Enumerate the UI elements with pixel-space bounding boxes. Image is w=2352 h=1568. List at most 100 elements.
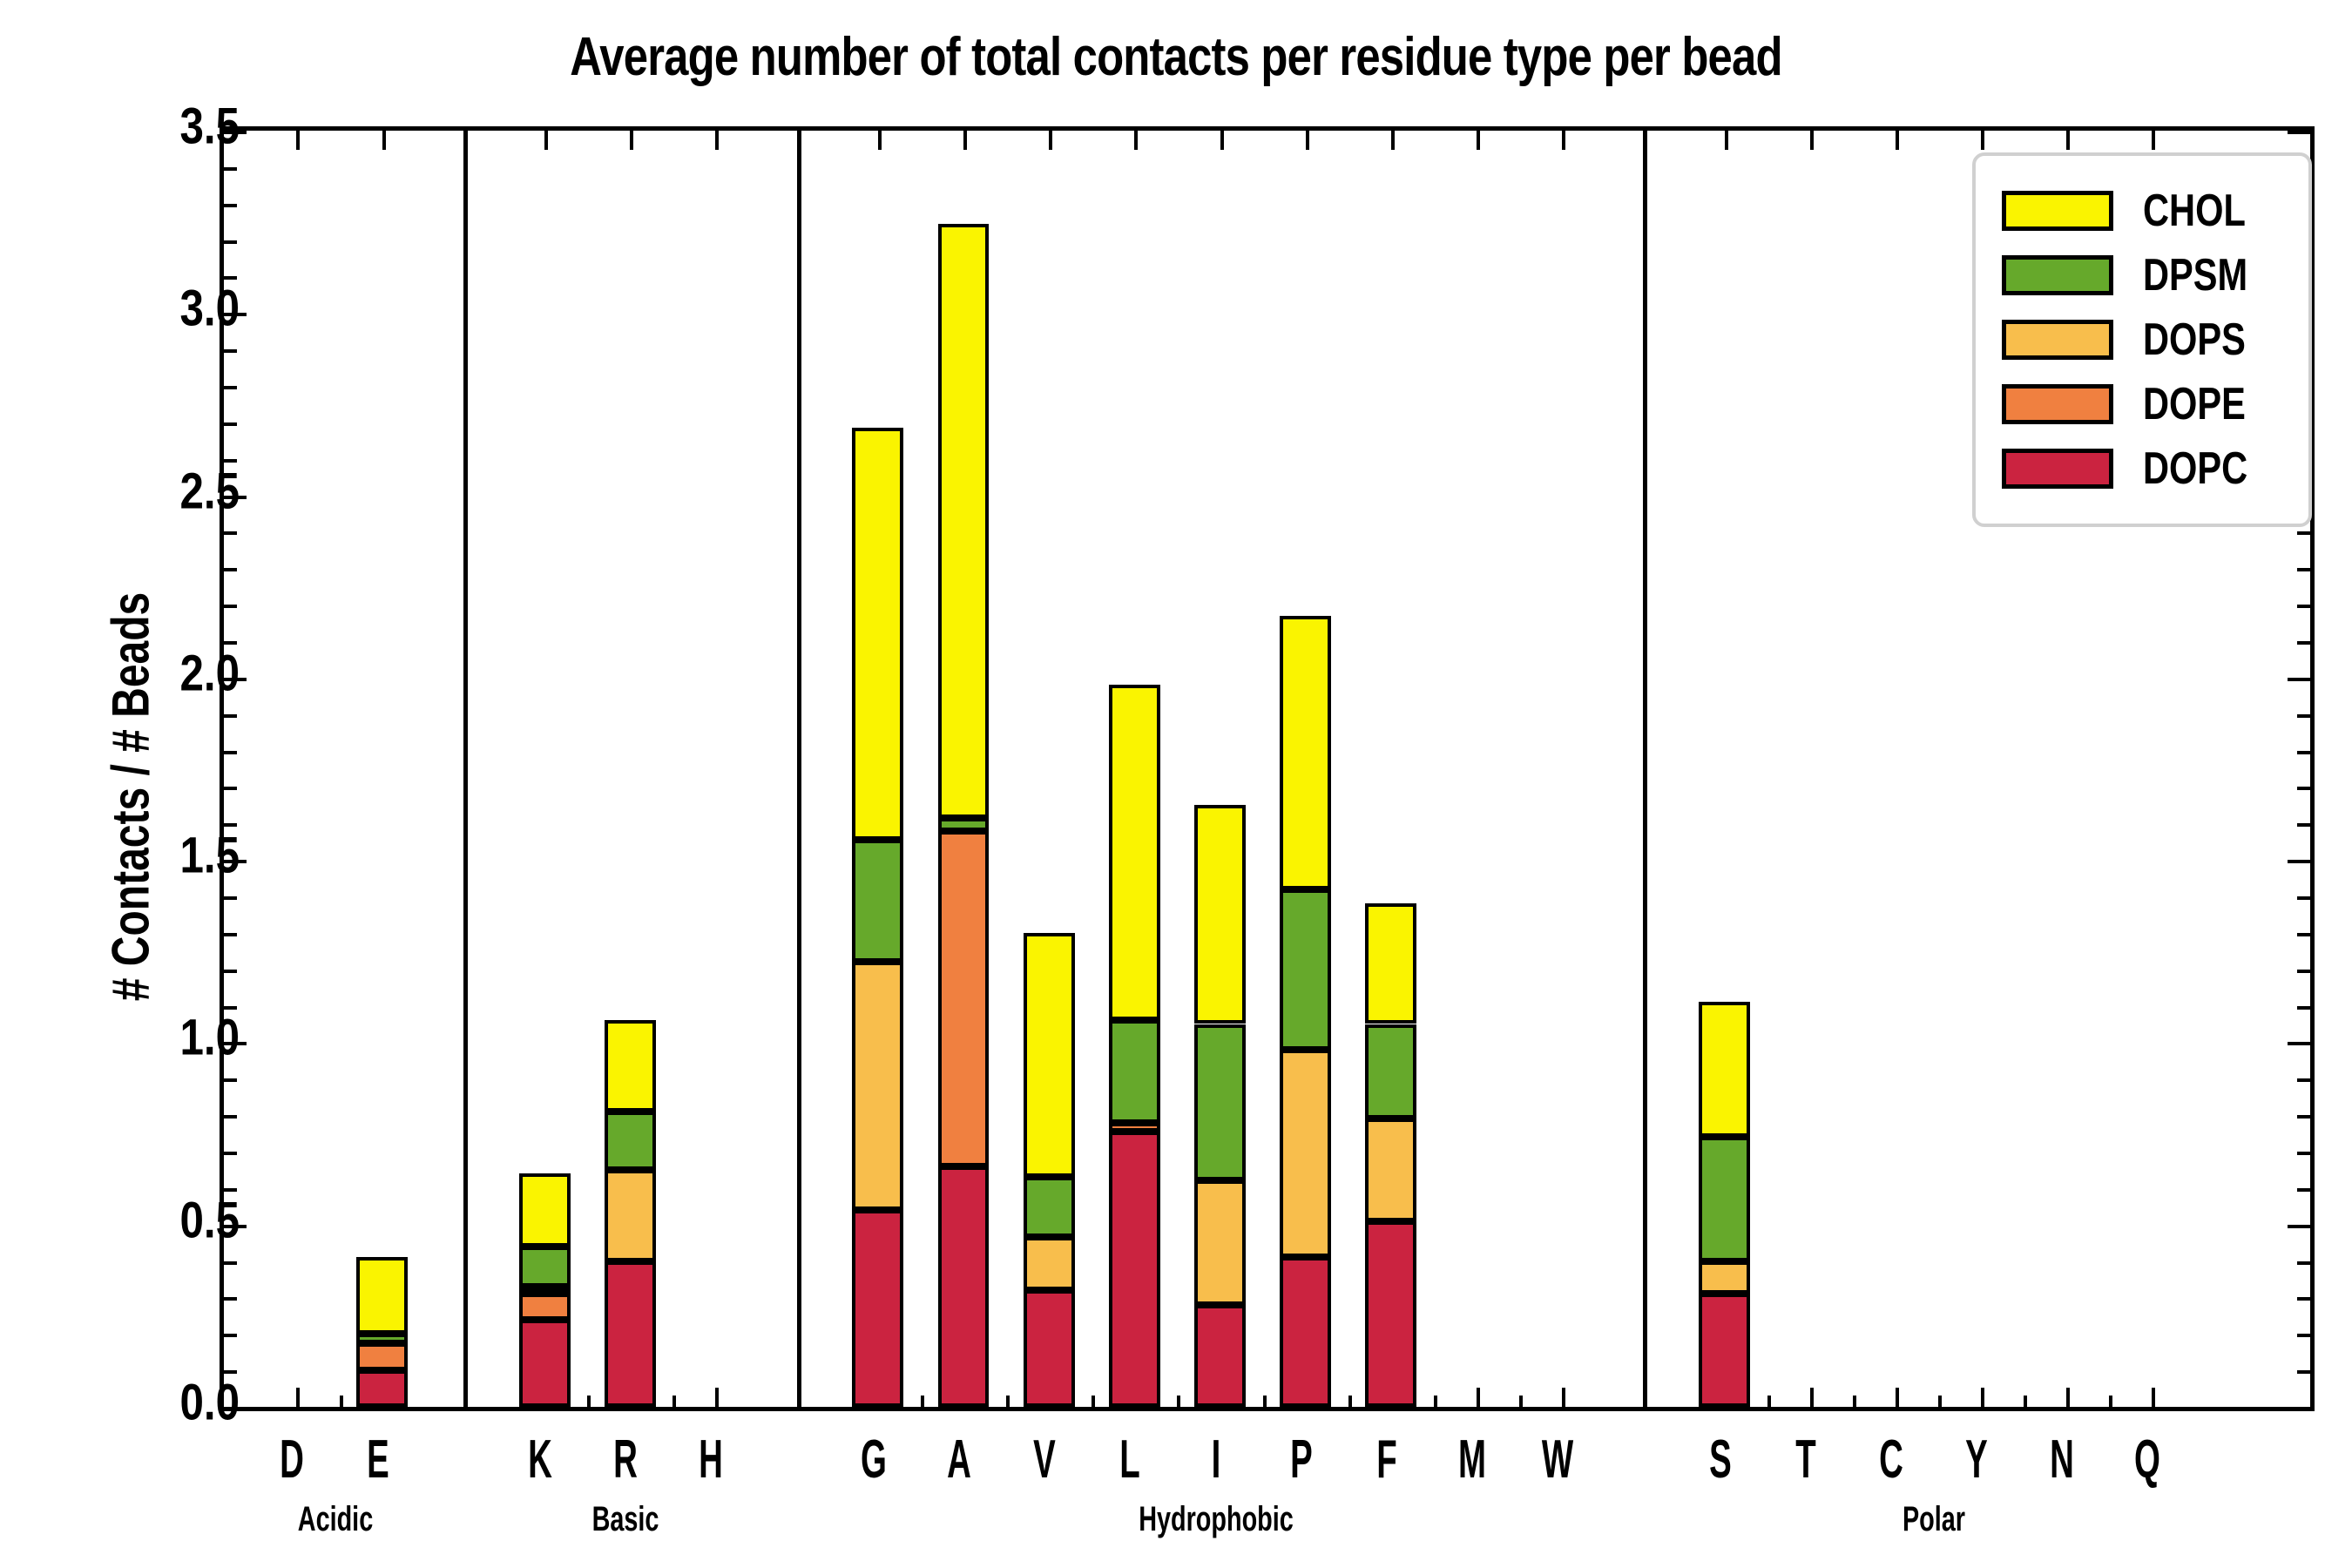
bar-A bbox=[937, 131, 990, 1407]
y-axis-minor-tick bbox=[224, 1187, 237, 1192]
x-axis-group-label: Basic bbox=[591, 1500, 659, 1538]
legend-swatch-DOPC bbox=[2002, 449, 2113, 489]
bar-I bbox=[1194, 131, 1246, 1407]
bar-segment-K-DOPE bbox=[518, 1294, 571, 1320]
y-axis-minor-tick bbox=[224, 641, 237, 645]
x-axis-tick-label: P bbox=[1289, 1429, 1313, 1490]
x-axis-tick-top bbox=[1724, 131, 1728, 150]
x-axis-tick-top bbox=[1981, 131, 1985, 150]
x-axis-group-label: Polar bbox=[1902, 1500, 1966, 1538]
y-axis-minor-tick-right bbox=[2297, 1370, 2310, 1375]
bar-segment-L-DPSM bbox=[1108, 1020, 1160, 1123]
y-axis-tick-right bbox=[2288, 131, 2310, 134]
y-axis-tick-label: 1.5 bbox=[179, 827, 240, 884]
x-axis-tick bbox=[715, 1388, 720, 1407]
legend-label-DOPS: DOPS bbox=[2143, 314, 2246, 365]
bar-segment-I-DOPS bbox=[1194, 1180, 1246, 1305]
x-axis-tick-top bbox=[2152, 131, 2156, 150]
bar-segment-L-DOPC bbox=[1108, 1131, 1160, 1407]
bar-F bbox=[1365, 131, 1417, 1407]
x-axis-minor-tick bbox=[1938, 1396, 1943, 1407]
x-axis-tick-label: Y bbox=[1965, 1429, 1988, 1490]
legend-swatch-DOPS bbox=[2002, 320, 2113, 360]
y-axis-minor-tick bbox=[224, 386, 237, 389]
group-separator bbox=[463, 131, 468, 1407]
bar-segment-E-DOPC bbox=[356, 1370, 409, 1407]
x-axis-tick-label: I bbox=[1211, 1429, 1220, 1490]
y-axis-tick-right bbox=[2288, 860, 2310, 864]
bar-segment-A-DOPE bbox=[937, 830, 990, 1166]
x-axis-tick-label: G bbox=[860, 1429, 887, 1490]
x-axis-tick-label: M bbox=[1457, 1429, 1486, 1490]
bar-E bbox=[356, 131, 409, 1407]
bar-segment-L-DOPE bbox=[1108, 1122, 1160, 1132]
x-axis-tick-top bbox=[1476, 131, 1480, 150]
bar-segment-R-CHOL bbox=[604, 1020, 656, 1112]
y-axis-minor-tick bbox=[224, 1152, 237, 1155]
y-axis-minor-tick-right bbox=[2297, 641, 2310, 645]
bar-segment-A-DOPC bbox=[937, 1166, 990, 1407]
legend-entry-DOPS[interactable]: DOPS bbox=[2002, 308, 2279, 372]
y-axis-minor-tick bbox=[224, 932, 237, 936]
y-axis-minor-tick-right bbox=[2297, 1005, 2310, 1010]
plot-area bbox=[220, 126, 2315, 1411]
bar-segment-P-DPSM bbox=[1280, 889, 1332, 1050]
bar-segment-V-CHOL bbox=[1023, 932, 1075, 1178]
y-axis-minor-tick bbox=[224, 969, 237, 973]
bar-segment-R-DPSM bbox=[604, 1111, 656, 1170]
x-axis-tick-top bbox=[2066, 131, 2071, 150]
x-axis-tick bbox=[2152, 1388, 2156, 1407]
bar-segment-R-DOPS bbox=[604, 1169, 656, 1261]
bar-segment-E-CHOL bbox=[356, 1257, 409, 1335]
x-axis-tick bbox=[2066, 1388, 2071, 1407]
x-axis-tick-top bbox=[296, 131, 301, 150]
legend-entry-DOPC[interactable]: DOPC bbox=[2002, 436, 2279, 501]
y-axis-minor-tick-right bbox=[2297, 969, 2310, 973]
bar-segment-S-DOPC bbox=[1699, 1294, 1751, 1407]
bar-segment-F-DOPS bbox=[1365, 1119, 1417, 1221]
x-axis-tick-top bbox=[630, 131, 634, 150]
bar-segment-P-CHOL bbox=[1280, 615, 1332, 889]
x-axis-tick-label: W bbox=[1541, 1429, 1574, 1490]
y-axis-minor-tick bbox=[224, 531, 237, 536]
bar-V bbox=[1023, 131, 1075, 1407]
x-axis-tick-label: N bbox=[2050, 1429, 2075, 1490]
y-axis-tick bbox=[224, 1407, 247, 1410]
x-axis-tick-top bbox=[544, 131, 549, 150]
x-axis-tick-label: V bbox=[1033, 1429, 1057, 1490]
x-axis-tick bbox=[1981, 1388, 1985, 1407]
bar-segment-S-DPSM bbox=[1699, 1137, 1751, 1261]
y-axis-minor-tick-right bbox=[2297, 1297, 2310, 1301]
y-axis-tick bbox=[224, 1042, 247, 1046]
bar-segment-R-DOPC bbox=[604, 1260, 656, 1407]
y-axis-minor-tick bbox=[224, 750, 237, 754]
y-axis-tick bbox=[224, 313, 247, 317]
group-separator bbox=[1643, 131, 1648, 1407]
y-axis-minor-tick-right bbox=[2297, 823, 2310, 828]
y-axis-tick-label: 2.5 bbox=[179, 463, 240, 520]
y-axis-tick-right bbox=[2288, 677, 2310, 681]
x-axis-minor-tick bbox=[2024, 1396, 2028, 1407]
y-axis-tick bbox=[224, 860, 247, 864]
x-axis-minor-tick bbox=[1006, 1396, 1010, 1407]
bar-segment-K-DOPC bbox=[518, 1319, 571, 1407]
x-axis-minor-tick bbox=[587, 1396, 591, 1407]
y-axis-minor-tick bbox=[224, 896, 237, 900]
legend-entry-DOPE[interactable]: DOPE bbox=[2002, 372, 2279, 436]
legend-entry-CHOL[interactable]: CHOL bbox=[2002, 179, 2279, 243]
legend-entry-DPSM[interactable]: DPSM bbox=[2002, 243, 2279, 308]
x-axis-tick-label: F bbox=[1376, 1429, 1397, 1490]
y-axis-tick-right bbox=[2288, 1224, 2310, 1228]
y-axis-minor-tick-right bbox=[2297, 1334, 2310, 1338]
x-axis-minor-tick bbox=[1852, 1396, 1856, 1407]
x-axis-minor-tick bbox=[1433, 1396, 1437, 1407]
y-axis-minor-tick-right bbox=[2297, 1115, 2310, 1119]
y-axis-tick bbox=[224, 1224, 247, 1228]
x-axis-tick-label: E bbox=[366, 1429, 389, 1490]
bar-L bbox=[1108, 131, 1160, 1407]
y-axis-minor-tick-right bbox=[2297, 1078, 2310, 1083]
y-axis-minor-tick-right bbox=[2297, 750, 2310, 754]
bar-segment-G-CHOL bbox=[852, 428, 904, 841]
y-axis-label: # Contacts / # Beads bbox=[101, 591, 160, 1002]
